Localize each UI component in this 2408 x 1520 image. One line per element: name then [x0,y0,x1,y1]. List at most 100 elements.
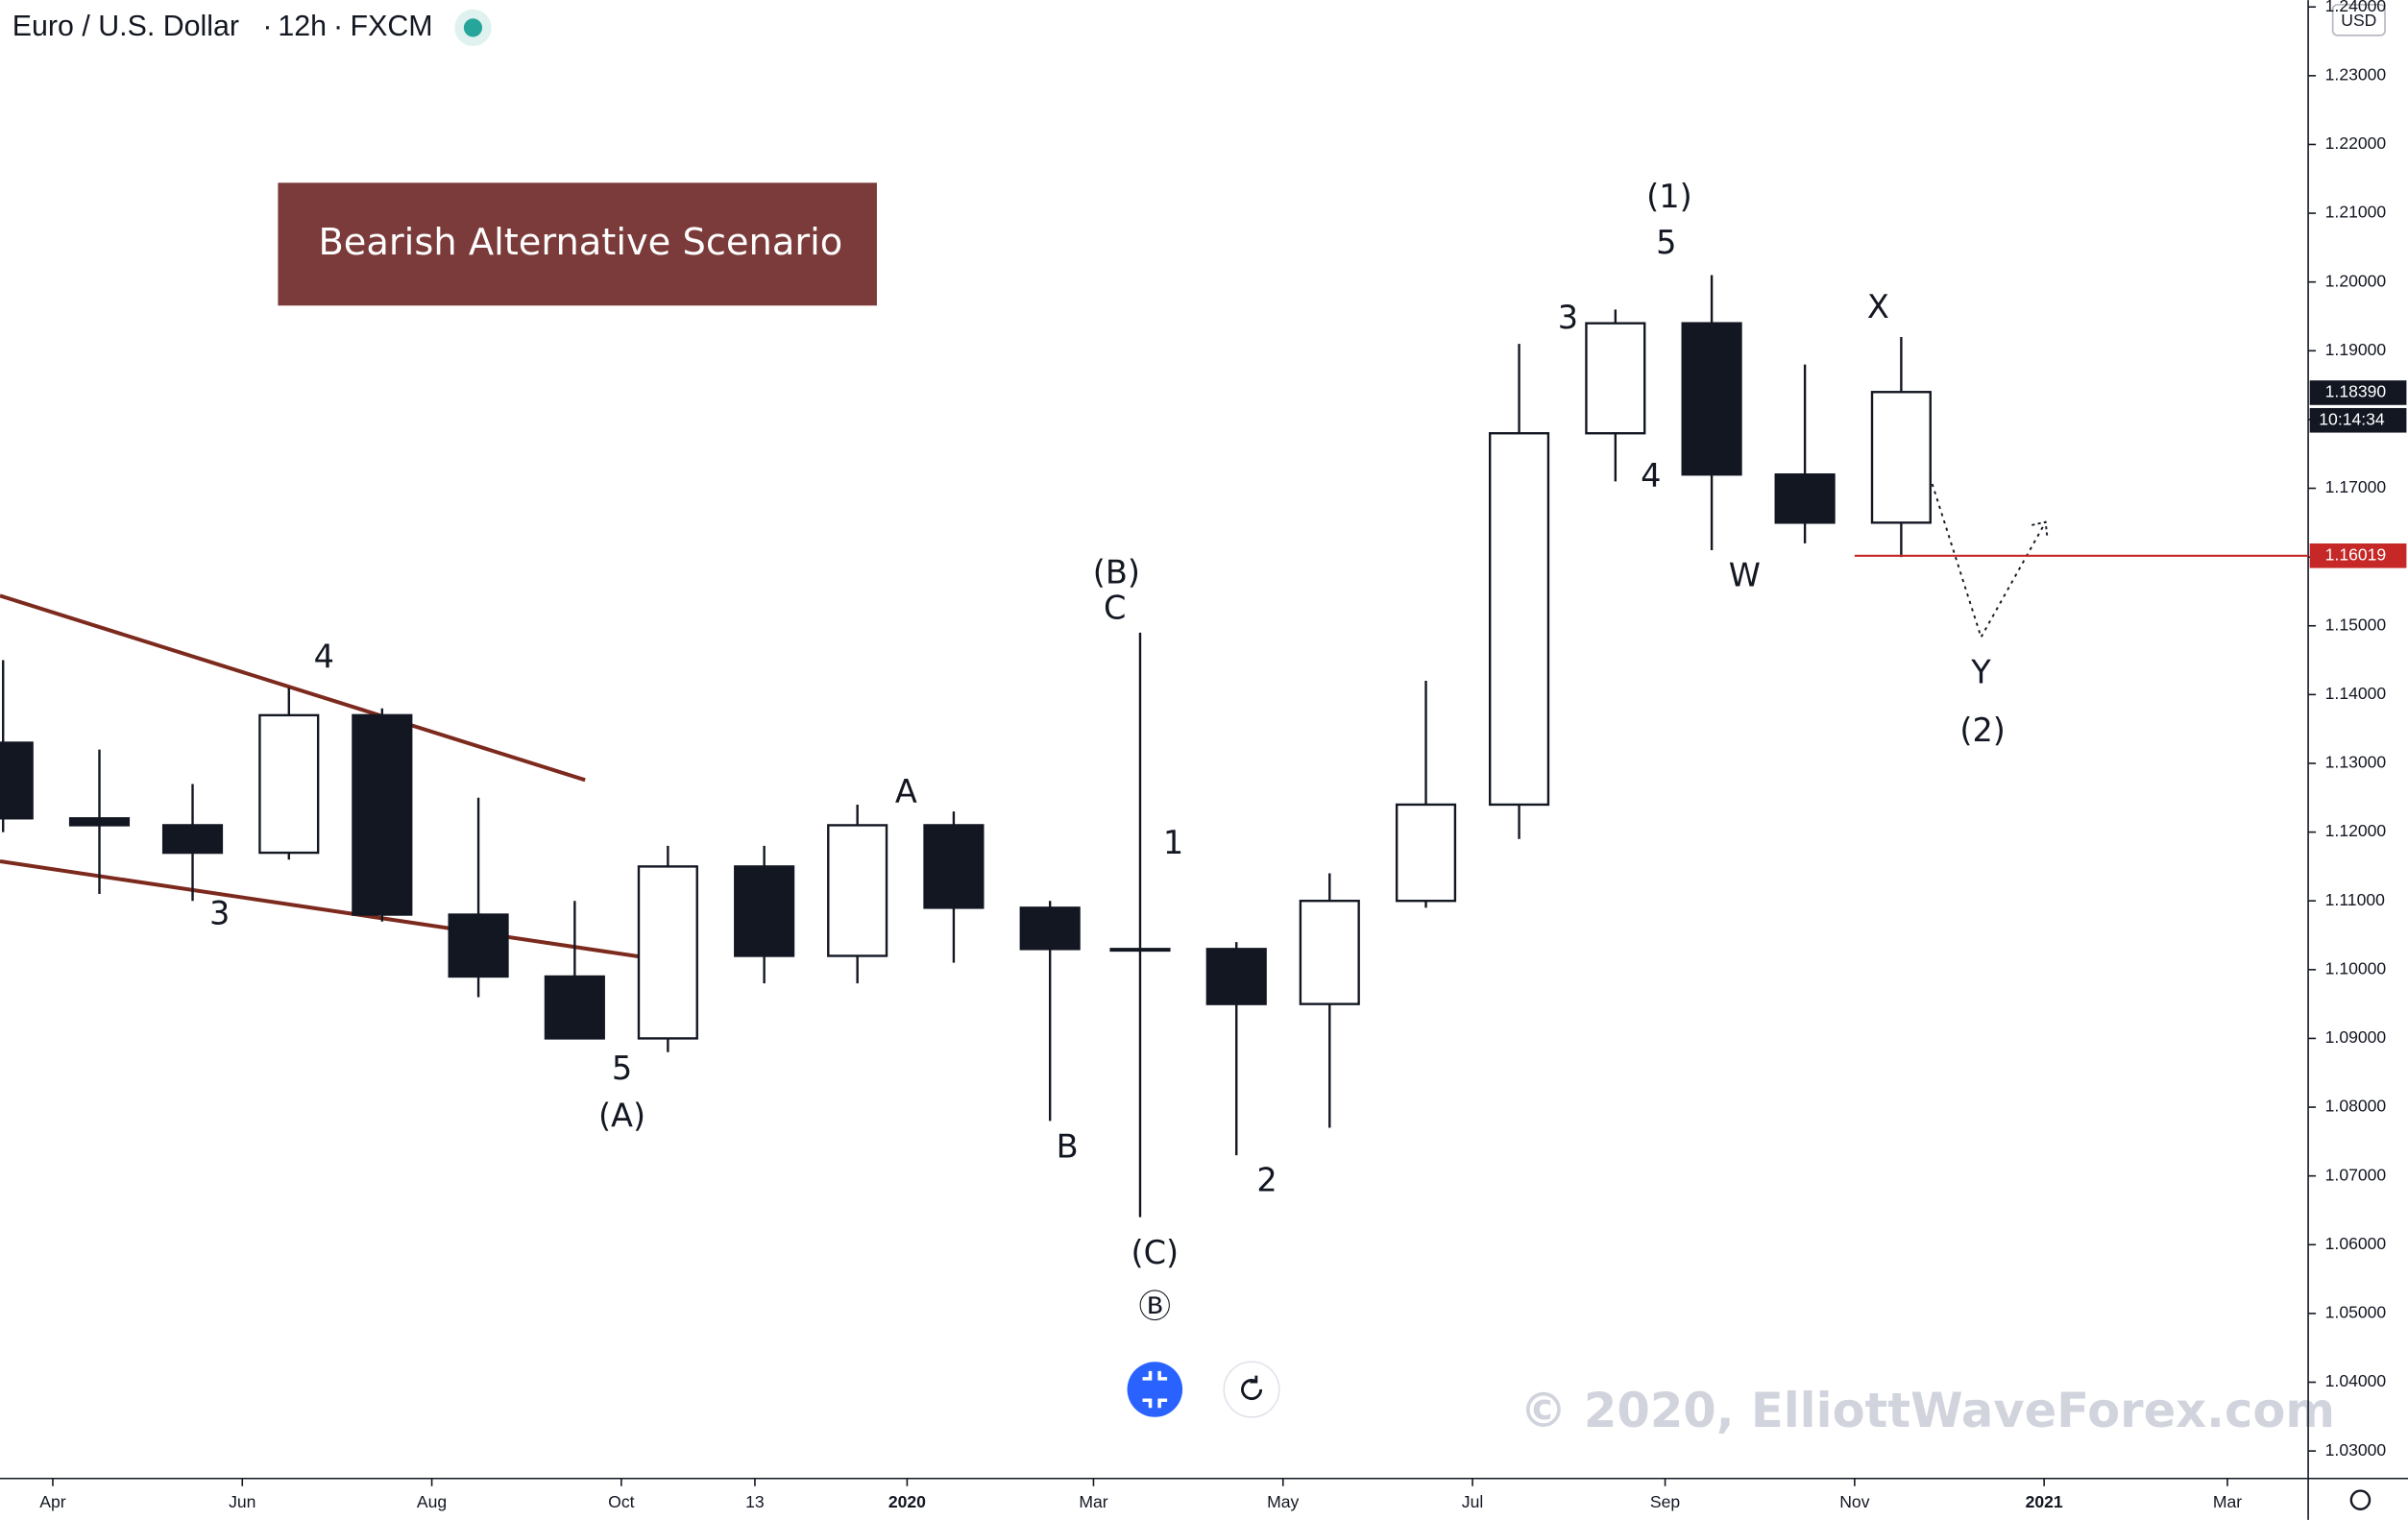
x-tick-label: 2020 [888,1492,926,1511]
y-tick-label: 1.09000 [2325,1027,2387,1047]
y-tick-label: 1.22000 [2325,133,2387,153]
last-price-bg [2309,380,2407,405]
wave-label: (2) [1959,712,2006,749]
wave-label: Y [1970,653,1991,690]
wave-label: 3 [1558,299,1578,336]
reset-button[interactable] [1223,1361,1280,1418]
y-tick-label: 1.06000 [2325,1234,2387,1253]
y-tick-label: 1.24000 [2325,0,2387,15]
y-tick-label: 1.05000 [2325,1303,2387,1322]
wave-label: 1 [1163,824,1183,861]
x-tick-label: May [1267,1492,1299,1511]
last-price-label: 1.18390 [2325,382,2387,401]
y-tick-label: 1.14000 [2325,684,2387,703]
y-tick-label: 1.21000 [2325,203,2387,222]
y-tick-label: 1.12000 [2325,821,2387,840]
wave-label: 5 [1656,224,1676,261]
x-tick-label: Apr [39,1492,66,1511]
candle-body [161,824,224,855]
x-tick-label: Nov [1839,1492,1869,1511]
wave-label: X [1867,288,1889,326]
y-tick-label: 1.10000 [2325,958,2387,977]
settings-button[interactable] [2349,1489,2372,1510]
candle-body [0,741,34,820]
wave-label: B [1057,1128,1079,1166]
wave-label: 3 [209,894,230,931]
trend-line [0,593,586,783]
button-bg[interactable] [1223,1361,1280,1418]
y-tick-label: 1.23000 [2325,64,2387,84]
y-tick-label: 1.13000 [2325,753,2387,772]
candle-body [1870,391,1932,524]
fullscreen-button[interactable] [1127,1362,1183,1417]
trend-line [0,859,640,959]
x-tick-label: Aug [417,1492,447,1511]
candle-body [1395,803,1457,903]
candle-body [544,975,605,1040]
x-tick-label: Oct [608,1492,634,1511]
x-tick-label: Jun [229,1492,255,1511]
candle-body [1488,432,1550,807]
wave-label: 4 [314,638,334,675]
interval: 12h [278,11,327,42]
x-tick-label: Jul [1462,1492,1483,1511]
watermark: © 2020, ElliottWaveForex.com [1520,1383,2335,1438]
y-tick-label: 1.20000 [2325,271,2387,290]
candles [0,275,1932,1218]
y-tick-label: 1.15000 [2325,615,2387,634]
x-tick-label: Mar [2213,1492,2242,1511]
level-label: 1.16019 [2325,544,2387,564]
currency: USD [2341,11,2376,30]
gear-icon[interactable] [2349,1489,2372,1510]
candle-body [1299,900,1360,1005]
x-tick-label: 2021 [2026,1492,2063,1511]
candle-body [734,865,795,957]
y-tick-label: 1.08000 [2325,1097,2387,1116]
wave-label: (1) [1646,178,1692,215]
x-tick-label: Sep [1650,1492,1681,1511]
wave-label: Ⓑ [1139,1288,1172,1325]
wave-label: W [1729,557,1761,594]
candle-body [1774,473,1836,524]
candle-body [637,865,698,1040]
candle-body [1585,322,1646,435]
candle-body [68,817,131,827]
candle-body [923,824,985,909]
y-tick-label: 1.04000 [2325,1371,2387,1390]
status-dot [463,18,483,37]
candle-body [258,713,320,855]
wave-label: (A) [598,1098,645,1135]
y-tick-label: 1.19000 [2325,340,2387,359]
button-bg[interactable] [1127,1362,1183,1417]
y-tick-label: 1.07000 [2325,1165,2387,1184]
candle-body [1681,322,1742,476]
button-icon [1241,1375,1263,1401]
wave-label: 5 [612,1050,632,1087]
banner: Bearish Alternative Scenario [318,221,842,264]
projection-arrow [2031,520,2049,537]
wave-label: 4 [1641,457,1661,495]
x-tick-label: 13 [745,1492,765,1511]
currency-box[interactable] [2331,4,2386,36]
button-icon [1142,1370,1168,1409]
level-label-bg [2309,543,2407,568]
y-tick-label: 1.11000 [2325,890,2385,909]
separator: · [333,11,343,42]
candle-body [1019,906,1081,951]
wave-label: A [895,773,917,810]
y-tick-label: 1.17000 [2325,477,2387,496]
symbol-title: Euro / U.S. Dollar [12,11,239,42]
candle-body [448,913,509,978]
separator: · [262,11,272,42]
candle-body [352,713,413,916]
candle-body [1205,948,1267,1005]
wave-label: (C) [1131,1234,1180,1271]
candle-body [827,824,888,957]
banner-box [278,182,877,306]
y-tick-label: 1.03000 [2325,1440,2387,1460]
wave-label: (B) [1093,554,1140,591]
drawing-lines [0,396,2049,959]
x-tick-label: Mar [1079,1492,1107,1511]
source: FXCM [351,11,433,42]
